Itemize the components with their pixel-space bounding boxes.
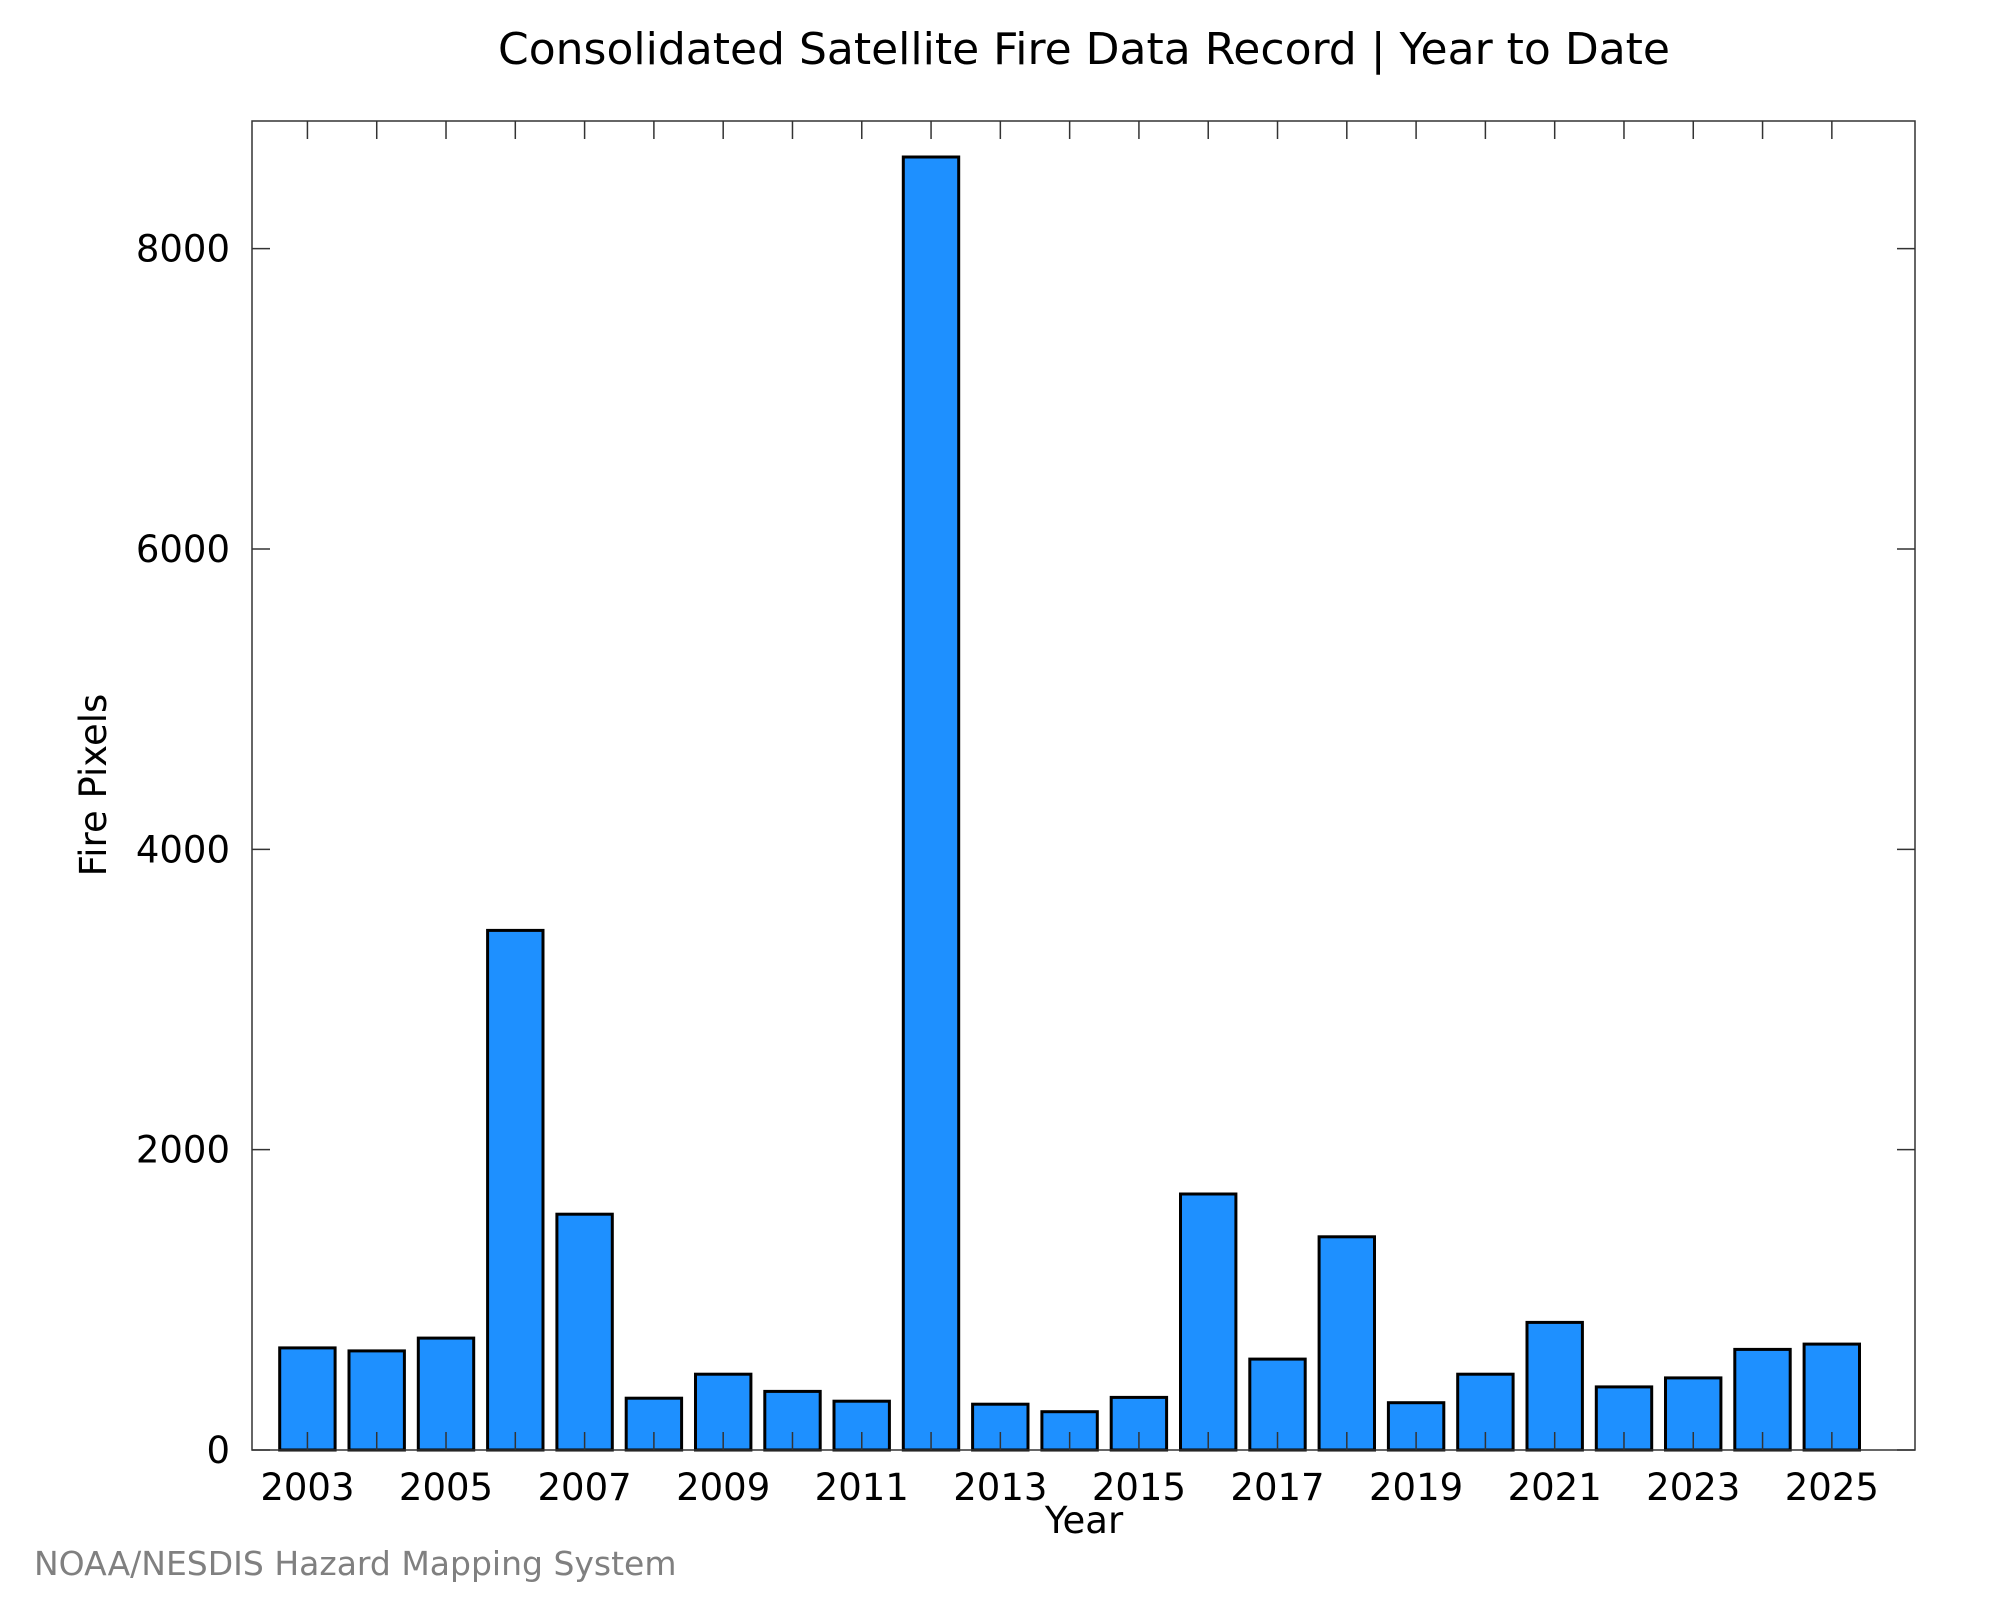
bars-layer bbox=[278, 155, 1861, 1452]
bar-2016 bbox=[1179, 1192, 1238, 1452]
credit-text: NOAA/NESDIS Hazard Mapping System bbox=[34, 1544, 677, 1583]
bar-2010 bbox=[763, 1389, 822, 1452]
bar-2018 bbox=[1317, 1235, 1376, 1452]
x-tick-label-2025: 2025 bbox=[1785, 1466, 1879, 1509]
chart-title: Consolidated Satellite Fire Data Record … bbox=[498, 24, 1670, 75]
x-tick-label-2015: 2015 bbox=[1092, 1466, 1186, 1509]
y-tick-label-0: 0 bbox=[206, 1429, 230, 1472]
x-tick-label-2013: 2013 bbox=[953, 1466, 1047, 1509]
bar-2007 bbox=[555, 1212, 614, 1452]
x-tick-label-2009: 2009 bbox=[676, 1466, 770, 1509]
x-tick-label-2019: 2019 bbox=[1369, 1466, 1463, 1509]
y-tick-label-2000: 2000 bbox=[136, 1129, 230, 1172]
x-tick-label-2005: 2005 bbox=[399, 1466, 493, 1509]
y-tick-label-4000: 4000 bbox=[136, 828, 230, 871]
x-tick-label-2017: 2017 bbox=[1230, 1466, 1324, 1509]
y-axis-label: Fire Pixels bbox=[72, 694, 115, 877]
y-tick-label-8000: 8000 bbox=[136, 228, 230, 271]
bar-2021 bbox=[1525, 1320, 1584, 1452]
ticks-layer: 0 2000 4000 6000 8000 2003 2005 2007 2009 2011 201… bbox=[136, 121, 1915, 1509]
x-tick-label-2011: 2011 bbox=[815, 1466, 909, 1509]
bar-2012 bbox=[901, 155, 961, 1452]
x-tick-label-2021: 2021 bbox=[1508, 1466, 1602, 1509]
x-tick-label-2007: 2007 bbox=[538, 1466, 632, 1509]
x-tick-label-2023: 2023 bbox=[1646, 1466, 1740, 1509]
bar-2005 bbox=[416, 1336, 476, 1452]
bar-2006 bbox=[486, 928, 545, 1452]
plot-frame bbox=[251, 120, 1916, 1451]
x-tick-label-2003: 2003 bbox=[260, 1466, 354, 1509]
x-axis-label: Year bbox=[1044, 1499, 1124, 1542]
y-tick-label-6000: 6000 bbox=[136, 528, 230, 571]
